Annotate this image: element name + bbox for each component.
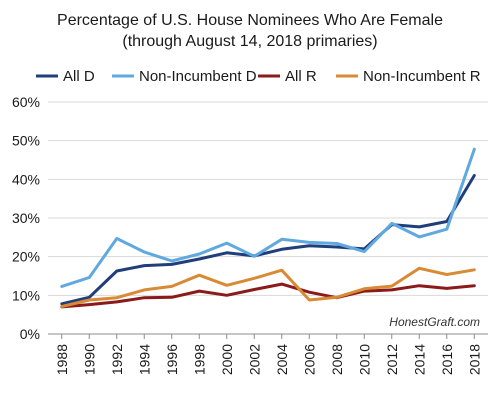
y-tick-label: 40% xyxy=(12,171,40,187)
y-tick-label: 50% xyxy=(12,133,40,149)
x-tick-label: 2004 xyxy=(274,344,290,375)
series-line-1 xyxy=(60,147,476,288)
x-tick-label: 1998 xyxy=(191,344,207,375)
x-tick-label: 2002 xyxy=(246,344,262,375)
series-line-3 xyxy=(60,266,476,308)
x-tick-label: 1988 xyxy=(54,344,70,375)
x-tick-label: 2016 xyxy=(439,344,455,375)
series-lines xyxy=(60,147,476,309)
x-tick-label: 1996 xyxy=(164,344,180,375)
x-tick-label: 1990 xyxy=(81,344,97,375)
x-tick-label: 2010 xyxy=(356,344,372,375)
y-tick-label: 20% xyxy=(12,249,40,265)
x-tick-label: 2012 xyxy=(384,344,400,375)
y-tick-label: 0% xyxy=(20,326,40,342)
y-tick-label: 60% xyxy=(12,94,40,110)
x-tick-label: 2000 xyxy=(219,344,235,375)
watermark: HonestGraft.com xyxy=(389,315,480,329)
x-axis: 1988 1990 1992 1994 1996 1998 2000 2002 2004 2006… xyxy=(54,334,482,375)
y-tick-label: 30% xyxy=(12,210,40,226)
x-tick-label: 1994 xyxy=(136,344,152,375)
series-line-0 xyxy=(60,174,476,306)
legend: All D Non-Incumbent D All R Non-Incumbent R xyxy=(36,68,481,85)
series-line-2 xyxy=(60,282,476,309)
y-tick-label: 10% xyxy=(12,287,40,303)
legend-label: Non-Incumbent R xyxy=(363,68,481,85)
x-tick-label: 2018 xyxy=(466,344,482,375)
x-tick-label: 2014 xyxy=(411,344,427,375)
legend-label: Non-Incumbent D xyxy=(139,68,257,85)
x-tick-label: 2006 xyxy=(301,344,317,375)
chart-title: Percentage of U.S. House Nominees Who Ar… xyxy=(57,12,443,29)
legend-label: All D xyxy=(63,68,95,85)
x-tick-label: 2008 xyxy=(329,344,345,375)
x-tick-label: 1992 xyxy=(109,344,125,375)
legend-label: All R xyxy=(285,68,317,85)
chart-subtitle: (through August 14, 2018 primaries) xyxy=(122,33,377,50)
y-axis: 0% 10% 20% 30% 40% 50% 60% xyxy=(12,94,40,342)
